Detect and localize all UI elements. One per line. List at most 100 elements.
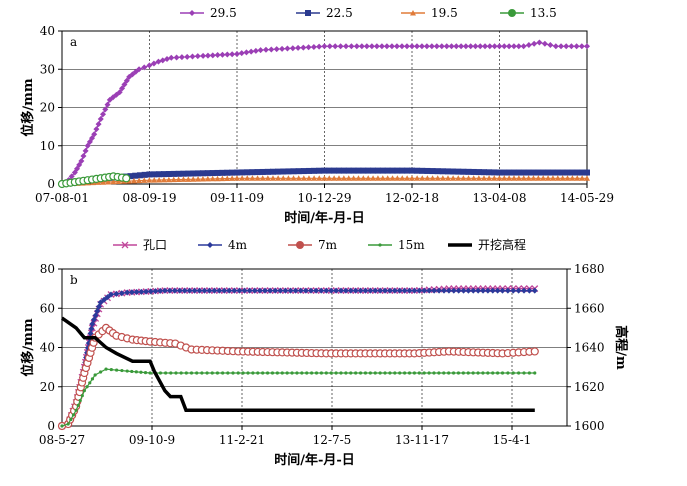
data-point [195, 170, 202, 177]
data-point [343, 43, 350, 50]
data-point [460, 168, 467, 175]
data-point [211, 287, 218, 294]
legend-label: 7m [318, 238, 338, 252]
data-point [141, 177, 148, 183]
x-tick-label: 12-02-18 [385, 191, 439, 205]
data-point [429, 168, 436, 175]
data-point [517, 371, 521, 375]
data-point [450, 175, 457, 181]
data-point [563, 43, 570, 50]
data-point [348, 43, 355, 50]
data-point [470, 168, 477, 175]
data-point [316, 175, 323, 181]
data-point [482, 43, 489, 50]
data-point [287, 287, 294, 294]
data-point [455, 175, 462, 181]
data-point [510, 169, 517, 176]
data-point [190, 176, 197, 182]
panel-label: b [70, 273, 78, 287]
data-point [269, 168, 276, 175]
data-point [164, 371, 168, 375]
data-point [102, 106, 109, 113]
data-point [475, 175, 482, 181]
data-point [547, 42, 554, 49]
data-point [324, 371, 328, 375]
data-point [254, 169, 261, 176]
y2-tick-label: 1680 [574, 262, 605, 276]
data-point [445, 287, 452, 294]
data-point [300, 44, 307, 51]
data-point [275, 371, 279, 375]
data-point [115, 368, 119, 372]
data-point [151, 177, 158, 183]
data-point [97, 115, 104, 122]
data-point [178, 54, 185, 61]
data-point [480, 287, 487, 294]
x-tick-label: 09-10-9 [129, 433, 175, 447]
data-point [396, 287, 403, 294]
y2-tick-label: 1640 [574, 341, 605, 355]
data-point [365, 167, 372, 174]
data-point [290, 175, 297, 181]
data-point [568, 43, 575, 50]
data-point [475, 169, 482, 176]
data-point [262, 46, 269, 53]
data-point [285, 168, 292, 175]
data-point [441, 287, 448, 294]
data-point [584, 43, 590, 50]
data-point [368, 43, 375, 50]
data-point [82, 389, 86, 393]
data-point [456, 371, 461, 375]
data-point [407, 371, 412, 375]
data-point [241, 287, 248, 294]
data-point [156, 176, 163, 183]
data-point [173, 54, 180, 61]
data-point [226, 287, 233, 294]
data-point [224, 51, 231, 58]
data-point [506, 175, 513, 181]
data-point [136, 66, 143, 73]
data-point [231, 287, 238, 294]
data-point [236, 371, 240, 375]
data-point [170, 176, 177, 183]
data-point [146, 177, 153, 183]
legend-label: 19.5 [431, 6, 458, 20]
data-point [484, 287, 491, 294]
data-point [316, 43, 323, 50]
data-point [379, 167, 386, 174]
data-point [180, 170, 187, 177]
data-point [510, 175, 517, 181]
data-point [326, 175, 333, 181]
data-point [465, 287, 472, 294]
legend-label: 4m [228, 238, 248, 252]
data-point [174, 371, 178, 375]
data-point [290, 371, 294, 375]
data-point [280, 175, 287, 181]
data-point [515, 43, 522, 50]
data-point [90, 377, 95, 381]
data-point [295, 175, 302, 181]
x-tick-label: 10-12-29 [298, 191, 352, 205]
data-point [219, 175, 226, 182]
data-point [86, 138, 93, 145]
y-axis-title: 位移/mm [20, 78, 36, 137]
data-point [545, 169, 552, 176]
data-point [444, 175, 451, 181]
data-point [148, 371, 152, 375]
data-point [414, 175, 421, 181]
data-point [333, 287, 340, 294]
data-point [486, 169, 493, 176]
x-tick-label: 07-08-01 [35, 191, 89, 205]
data-point [300, 175, 307, 181]
data-point [319, 371, 324, 375]
data-point [506, 371, 510, 375]
data-point [76, 161, 83, 168]
data-point [134, 370, 138, 374]
data-point [310, 43, 317, 50]
data-point [295, 168, 302, 175]
data-point [133, 289, 140, 296]
data-point [496, 169, 503, 176]
data-point [413, 43, 420, 50]
data-point [60, 424, 64, 428]
data-point [302, 287, 309, 294]
